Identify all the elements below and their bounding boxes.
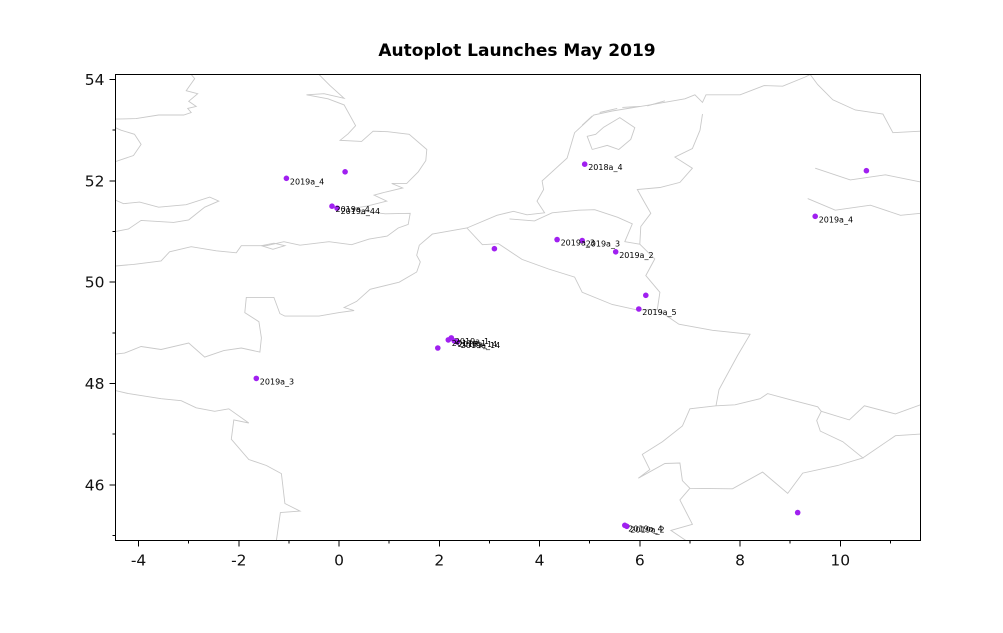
launch-point xyxy=(636,306,642,312)
coastline-border-path xyxy=(509,209,640,245)
coastline-border-path xyxy=(115,74,428,267)
x-tick-label: 6 xyxy=(635,552,645,570)
coastline-border-path xyxy=(115,74,811,358)
launch-labels-layer: 2019a_42019a_42019a_442018a_42019a_32019… xyxy=(260,163,853,534)
launch-label: 2019a_2 xyxy=(630,525,664,534)
coastline-border-path xyxy=(821,404,921,421)
launch-point xyxy=(454,339,461,345)
launch-point xyxy=(624,523,630,530)
y-tick-label: 48 xyxy=(85,375,105,393)
y-tick-label: 46 xyxy=(85,476,105,494)
launch-point xyxy=(643,292,649,299)
launch-point xyxy=(794,509,801,516)
launch-label: 2019a_2 xyxy=(619,251,653,260)
x-tick-label: 8 xyxy=(735,552,745,570)
launch-point xyxy=(554,236,560,243)
launch-point xyxy=(581,161,588,167)
launch-label: 2019a_4 xyxy=(336,205,370,214)
launch-label: 2019a_3 xyxy=(260,377,294,386)
coastline-border-path xyxy=(622,105,640,108)
launch-point xyxy=(334,205,340,211)
coastline-border-path xyxy=(639,243,661,310)
coastline-border-path xyxy=(115,196,220,232)
plot-border xyxy=(115,74,921,541)
launch-label: 2019a_4 xyxy=(290,177,324,186)
launch-label: 2018a_14 xyxy=(458,340,497,349)
coastline-border-path xyxy=(809,74,921,134)
coastline-border-path xyxy=(638,393,864,495)
coastline-border-path xyxy=(647,100,666,107)
launch-label: 2019a_4 xyxy=(628,524,662,533)
launch-label: 2017a_1 xyxy=(452,339,486,348)
launch-point xyxy=(863,167,870,174)
launch-point xyxy=(812,213,818,220)
launch-label: 2019a_4 xyxy=(819,215,853,224)
launch-point xyxy=(342,169,348,175)
launch-point xyxy=(283,175,290,182)
x-tick-label: 10 xyxy=(830,552,850,570)
coastline-border-path xyxy=(466,227,751,406)
launch-points-layer xyxy=(253,161,870,530)
launch-point xyxy=(579,237,585,244)
launch-point xyxy=(435,345,441,351)
coastline-border-path xyxy=(599,107,618,113)
map-outlines-layer xyxy=(115,74,921,541)
launch-point xyxy=(612,249,619,255)
x-tick-label: -4 xyxy=(131,552,146,570)
coastline-border-path xyxy=(115,74,199,120)
x-tick-label: -2 xyxy=(231,552,246,570)
y-tick-label: 54 xyxy=(85,71,105,89)
y-tick-label: 52 xyxy=(85,172,105,190)
launch-label: 2018a_4 xyxy=(588,163,622,172)
x-tick-label: 4 xyxy=(535,552,545,570)
launch-point xyxy=(491,245,498,252)
coastline-border-path xyxy=(115,127,142,163)
coastline-border-path xyxy=(862,433,921,459)
coastline-border-path xyxy=(115,390,302,541)
launch-point xyxy=(253,375,260,382)
y-tick-label: 50 xyxy=(85,274,105,292)
coastline-border-path xyxy=(261,242,287,250)
coastline-border-path xyxy=(669,488,694,541)
x-tick-label: 2 xyxy=(434,552,444,570)
launch-label: 2019a_3 xyxy=(561,239,595,248)
coastline-border-path xyxy=(815,167,921,183)
launch-point xyxy=(329,203,335,209)
launch-label: 2019a_44 xyxy=(341,207,380,216)
launch-label: 2019a_14 xyxy=(461,341,500,350)
launch-label: 2019a_1 xyxy=(455,337,489,346)
x-tick-label: 0 xyxy=(334,552,344,570)
launch-label: 2019a_3 xyxy=(586,240,620,249)
chart-title: Autoplot Launches May 2019 xyxy=(378,41,655,61)
coastline-border-path xyxy=(807,198,921,216)
coastline-border-path xyxy=(636,113,703,245)
coastline-border-path xyxy=(586,117,636,151)
coastline-border-path xyxy=(581,115,593,126)
launch-label: 2019a_5 xyxy=(642,308,676,317)
